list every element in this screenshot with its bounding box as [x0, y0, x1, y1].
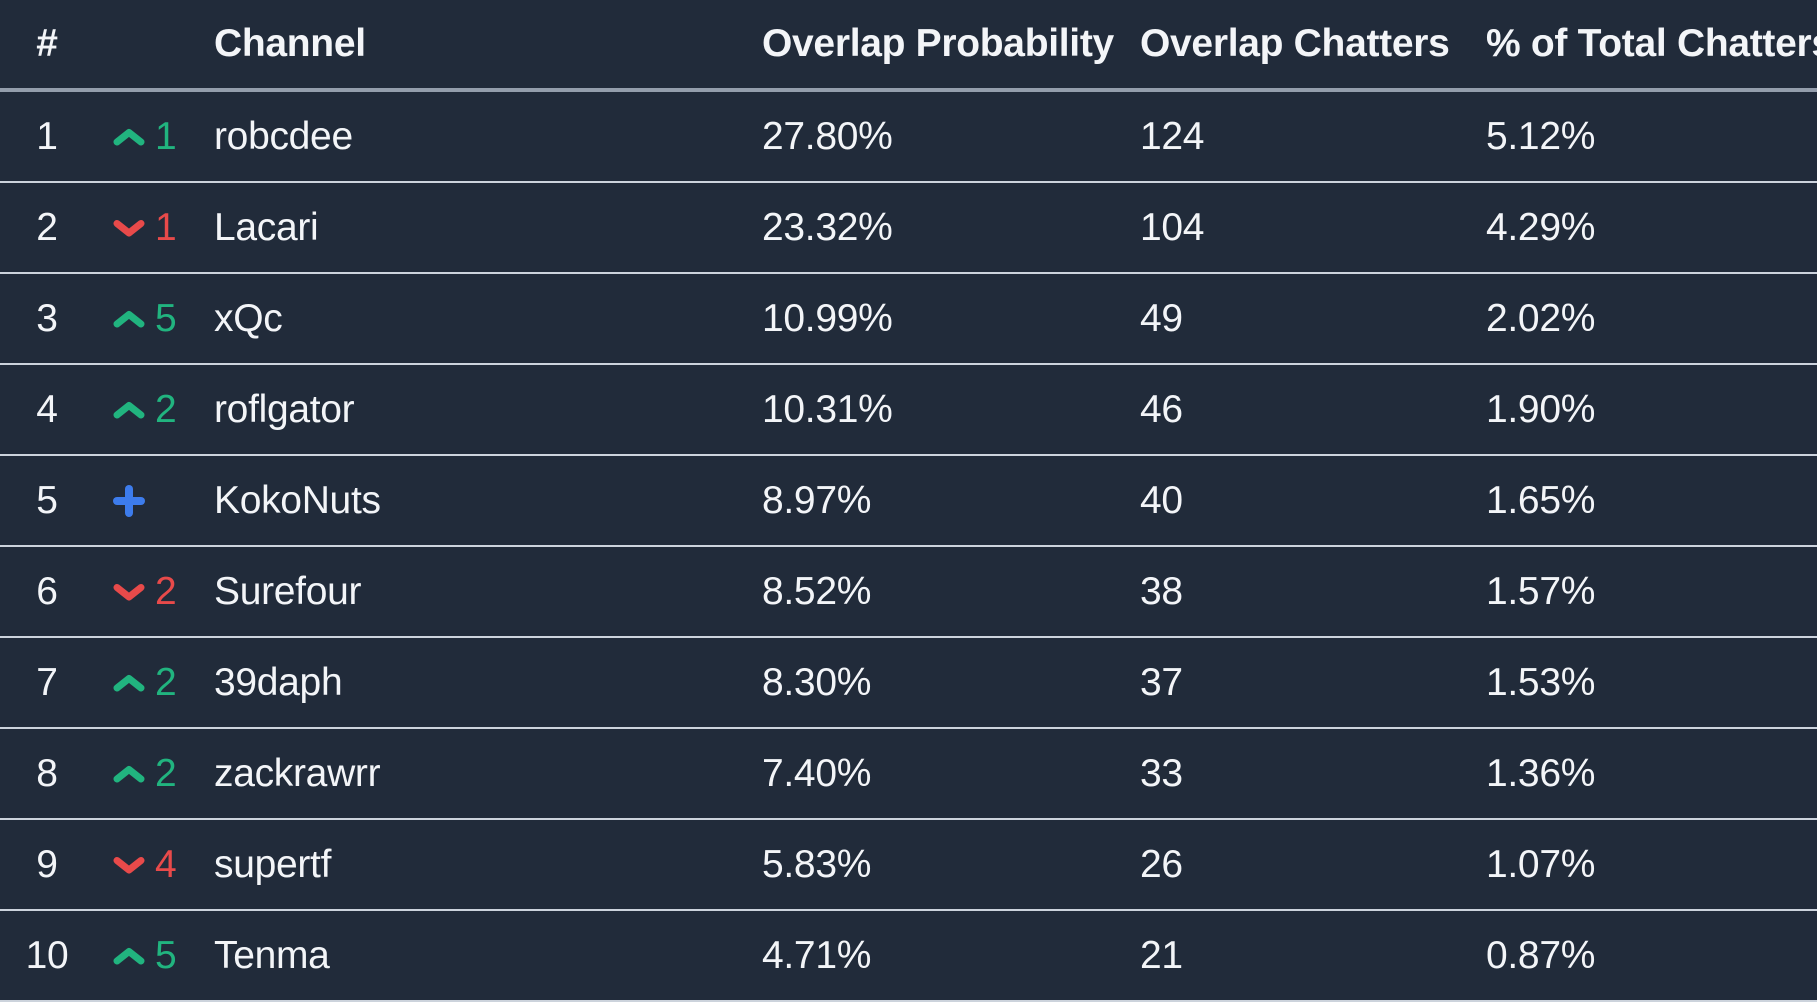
- movement-amount: 5: [155, 296, 177, 340]
- header-pct-total-chatters: % of Total Chatters: [1486, 22, 1817, 65]
- overlap-chatters-value: 37: [1140, 660, 1183, 704]
- rank-movement: 1: [94, 115, 214, 159]
- overlap-probability-value: 23.32%: [762, 205, 893, 249]
- rank-number: 4: [36, 387, 58, 431]
- pct-total-chatters-value: 1.36%: [1486, 751, 1596, 795]
- overlap-probability-value: 27.80%: [762, 114, 893, 158]
- header-overlap-chatters: Overlap Chatters: [1140, 22, 1450, 65]
- overlap-chatters-value: 38: [1140, 569, 1183, 613]
- pct-total-chatters-value: 1.65%: [1486, 478, 1596, 522]
- rank-number: 7: [36, 660, 58, 704]
- rank-movement: 5: [94, 934, 214, 978]
- chevron-up-icon: [112, 125, 146, 149]
- pct-total-chatters-value: 5.12%: [1486, 114, 1596, 158]
- overlap-probability-value: 4.71%: [762, 933, 872, 977]
- table-row[interactable]: 3 5 xQc 10.99% 49 2.02%: [0, 274, 1817, 365]
- table-row[interactable]: 9 4 supertf 5.83% 26 1.07%: [0, 820, 1817, 911]
- overlap-chatters-value: 40: [1140, 478, 1183, 522]
- movement-amount: 5: [155, 933, 177, 977]
- movement-amount: 1: [155, 114, 177, 158]
- rank-number: 10: [25, 933, 69, 977]
- rank-number: 8: [36, 751, 58, 795]
- overlap-probability-value: 8.30%: [762, 660, 872, 704]
- movement-amount: 2: [155, 569, 177, 613]
- rank-movement: [94, 484, 214, 518]
- rank-movement: 1: [94, 206, 214, 250]
- rank-movement: 2: [94, 661, 214, 705]
- channel-name[interactable]: Surefour: [214, 569, 362, 613]
- channel-name[interactable]: robcdee: [214, 114, 353, 158]
- overlap-probability-value: 7.40%: [762, 751, 872, 795]
- table-header-row: # Channel Overlap Probability Overlap Ch…: [0, 0, 1817, 92]
- header-channel: Channel: [214, 22, 366, 65]
- overlap-probability-value: 8.97%: [762, 478, 872, 522]
- chevron-up-icon: [112, 398, 146, 422]
- chevron-up-icon: [112, 307, 146, 331]
- rank-movement: 2: [94, 570, 214, 614]
- table-row[interactable]: 10 5 Tenma 4.71% 21 0.87%: [0, 911, 1817, 1002]
- rank-number: 6: [36, 569, 58, 613]
- rank-number: 5: [36, 478, 58, 522]
- table-body: 1 1 robcdee 27.80% 124 5.12% 2 1: [0, 92, 1817, 1002]
- table-row[interactable]: 1 1 robcdee 27.80% 124 5.12%: [0, 92, 1817, 183]
- chevron-down-icon: [112, 853, 146, 877]
- table-row[interactable]: 5 KokoNuts 8.97% 40 1.65%: [0, 456, 1817, 547]
- overlap-chatters-value: 49: [1140, 296, 1183, 340]
- movement-amount: 4: [155, 842, 177, 886]
- table-row[interactable]: 7 2 39daph 8.30% 37 1.53%: [0, 638, 1817, 729]
- pct-total-chatters-value: 1.57%: [1486, 569, 1596, 613]
- rank-number: 9: [36, 842, 58, 886]
- movement-amount: 2: [155, 751, 177, 795]
- table-row[interactable]: 6 2 Surefour 8.52% 38 1.57%: [0, 547, 1817, 638]
- overlap-chatters-value: 33: [1140, 751, 1183, 795]
- chevron-down-icon: [112, 216, 146, 240]
- rank-movement: 5: [94, 297, 214, 341]
- overlap-chatters-value: 21: [1140, 933, 1183, 977]
- rank-number: 2: [36, 205, 58, 249]
- movement-amount: 2: [155, 660, 177, 704]
- overlap-probability-value: 10.31%: [762, 387, 893, 431]
- pct-total-chatters-value: 2.02%: [1486, 296, 1596, 340]
- overlap-chatters-value: 104: [1140, 205, 1205, 249]
- channel-name[interactable]: 39daph: [214, 660, 343, 704]
- overlap-probability-value: 8.52%: [762, 569, 872, 613]
- chevron-up-icon: [112, 944, 146, 968]
- pct-total-chatters-value: 1.53%: [1486, 660, 1596, 704]
- table-row[interactable]: 2 1 Lacari 23.32% 104 4.29%: [0, 183, 1817, 274]
- chevron-down-icon: [112, 580, 146, 604]
- channel-name[interactable]: Tenma: [214, 933, 330, 977]
- overlap-chatters-value: 124: [1140, 114, 1205, 158]
- pct-total-chatters-value: 1.90%: [1486, 387, 1596, 431]
- pct-total-chatters-value: 4.29%: [1486, 205, 1596, 249]
- overlap-chatters-value: 46: [1140, 387, 1183, 431]
- chevron-up-icon: [112, 762, 146, 786]
- overlap-probability-value: 10.99%: [762, 296, 893, 340]
- rank-number: 3: [36, 296, 58, 340]
- channel-name[interactable]: Lacari: [214, 205, 319, 249]
- channel-name[interactable]: roflgator: [214, 387, 355, 431]
- header-rank: #: [36, 22, 58, 65]
- rank-movement: 2: [94, 752, 214, 796]
- rank-number: 1: [36, 114, 58, 158]
- chevron-up-icon: [112, 671, 146, 695]
- movement-amount: 1: [155, 205, 177, 249]
- channel-name[interactable]: supertf: [214, 842, 332, 886]
- overlap-chatters-value: 26: [1140, 842, 1183, 886]
- rank-movement: 2: [94, 388, 214, 432]
- channel-name[interactable]: KokoNuts: [214, 478, 381, 522]
- table-row[interactable]: 8 2 zackrawrr 7.40% 33 1.36%: [0, 729, 1817, 820]
- pct-total-chatters-value: 0.87%: [1486, 933, 1596, 977]
- overlap-probability-value: 5.83%: [762, 842, 872, 886]
- plus-icon: [112, 484, 146, 518]
- channel-name[interactable]: zackrawrr: [214, 751, 381, 795]
- movement-amount: 2: [155, 387, 177, 431]
- table-row[interactable]: 4 2 roflgator 10.31% 46 1.90%: [0, 365, 1817, 456]
- header-overlap-probability: Overlap Probability: [762, 22, 1114, 65]
- rank-movement: 4: [94, 843, 214, 887]
- pct-total-chatters-value: 1.07%: [1486, 842, 1596, 886]
- channel-name[interactable]: xQc: [214, 296, 283, 340]
